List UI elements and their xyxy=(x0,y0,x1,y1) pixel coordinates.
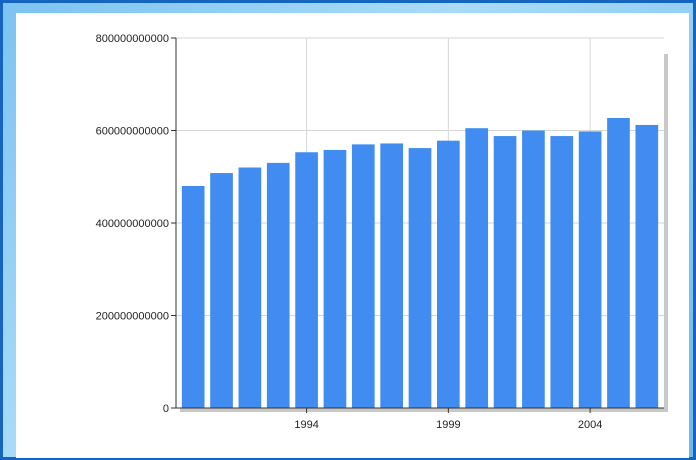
bar-1991 xyxy=(210,173,233,408)
y-tick-label: 600000000000 xyxy=(96,126,169,138)
bar-1993 xyxy=(266,162,290,409)
bar-1996 xyxy=(351,144,375,409)
bar-1990 xyxy=(181,186,205,408)
y-tick-label: 200000000000 xyxy=(96,311,169,323)
bar-2006 xyxy=(635,124,659,408)
bar-2001 xyxy=(493,136,517,409)
bar-1998 xyxy=(408,148,432,408)
bar-1994 xyxy=(295,152,318,408)
y-tick-label: 400000000000 xyxy=(96,218,169,230)
y-tick-label: 800000000000 xyxy=(96,33,169,45)
bar-2005 xyxy=(607,118,630,408)
bar-1999 xyxy=(437,140,460,408)
bar-1995 xyxy=(323,149,347,408)
bar-1997 xyxy=(380,143,403,408)
x-tick-label: 1994 xyxy=(294,419,318,431)
y-tick-label: 0 xyxy=(163,403,169,415)
bar-2003 xyxy=(550,136,574,409)
x-tick-label: 2004 xyxy=(578,419,602,431)
bar-2004 xyxy=(578,131,602,409)
bar-2000 xyxy=(465,128,489,408)
x-tick-label: 1999 xyxy=(436,419,460,431)
bar-1992 xyxy=(238,167,262,408)
bar-2002 xyxy=(522,130,545,408)
